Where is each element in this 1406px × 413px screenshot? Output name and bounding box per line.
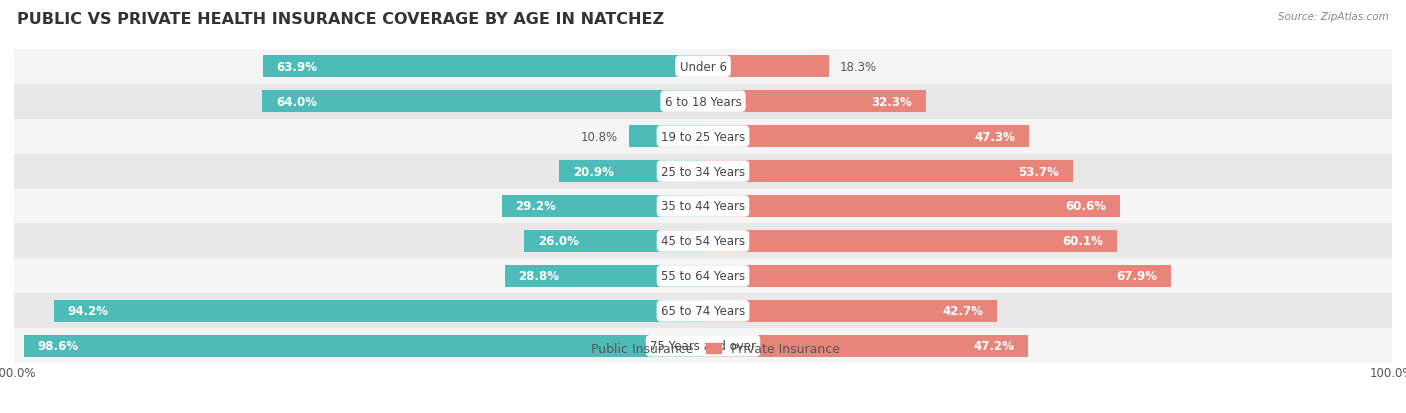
Bar xyxy=(24,335,703,357)
Text: PUBLIC VS PRIVATE HEALTH INSURANCE COVERAGE BY AGE IN NATCHEZ: PUBLIC VS PRIVATE HEALTH INSURANCE COVER… xyxy=(17,12,664,27)
Bar xyxy=(703,300,997,322)
Bar xyxy=(703,126,1029,147)
Text: 47.3%: 47.3% xyxy=(974,130,1015,143)
Text: 94.2%: 94.2% xyxy=(67,305,108,318)
Bar xyxy=(524,230,703,252)
Text: 47.2%: 47.2% xyxy=(973,339,1014,352)
Bar xyxy=(703,91,925,113)
Bar xyxy=(703,161,1073,183)
Bar xyxy=(14,154,1392,189)
Bar xyxy=(14,224,1392,259)
Text: 98.6%: 98.6% xyxy=(38,339,79,352)
Text: 25 to 34 Years: 25 to 34 Years xyxy=(661,165,745,178)
Bar xyxy=(14,50,1392,84)
Bar xyxy=(14,119,1392,154)
Bar xyxy=(505,266,703,287)
Bar xyxy=(703,230,1116,252)
Text: 29.2%: 29.2% xyxy=(516,200,557,213)
Bar xyxy=(703,56,830,78)
Text: 45 to 54 Years: 45 to 54 Years xyxy=(661,235,745,248)
Text: Under 6: Under 6 xyxy=(679,61,727,74)
Text: 60.1%: 60.1% xyxy=(1063,235,1104,248)
Text: 18.3%: 18.3% xyxy=(839,61,876,74)
Bar xyxy=(263,56,703,78)
Text: Source: ZipAtlas.com: Source: ZipAtlas.com xyxy=(1278,12,1389,22)
Text: 60.6%: 60.6% xyxy=(1066,200,1107,213)
Text: 53.7%: 53.7% xyxy=(1018,165,1059,178)
Text: 65 to 74 Years: 65 to 74 Years xyxy=(661,305,745,318)
Text: 26.0%: 26.0% xyxy=(537,235,578,248)
Text: 42.7%: 42.7% xyxy=(942,305,983,318)
Text: 64.0%: 64.0% xyxy=(276,95,316,108)
Bar xyxy=(14,189,1392,224)
Bar xyxy=(14,84,1392,119)
Bar xyxy=(560,161,703,183)
Text: 10.8%: 10.8% xyxy=(581,130,619,143)
Bar xyxy=(14,294,1392,329)
Text: 28.8%: 28.8% xyxy=(519,270,560,283)
Text: 75 Years and over: 75 Years and over xyxy=(650,339,756,352)
Text: 6 to 18 Years: 6 to 18 Years xyxy=(665,95,741,108)
Bar xyxy=(53,300,703,322)
Text: 63.9%: 63.9% xyxy=(277,61,318,74)
Text: 55 to 64 Years: 55 to 64 Years xyxy=(661,270,745,283)
Bar xyxy=(628,126,703,147)
Bar xyxy=(703,196,1121,217)
Text: 19 to 25 Years: 19 to 25 Years xyxy=(661,130,745,143)
Bar xyxy=(262,91,703,113)
Bar xyxy=(14,329,1392,363)
Bar xyxy=(703,335,1028,357)
Bar xyxy=(703,266,1171,287)
Legend: Public Insurance, Private Insurance: Public Insurance, Private Insurance xyxy=(561,337,845,361)
Text: 67.9%: 67.9% xyxy=(1116,270,1157,283)
Bar xyxy=(14,259,1392,294)
Bar xyxy=(502,196,703,217)
Text: 32.3%: 32.3% xyxy=(870,95,911,108)
Text: 35 to 44 Years: 35 to 44 Years xyxy=(661,200,745,213)
Text: 20.9%: 20.9% xyxy=(572,165,613,178)
